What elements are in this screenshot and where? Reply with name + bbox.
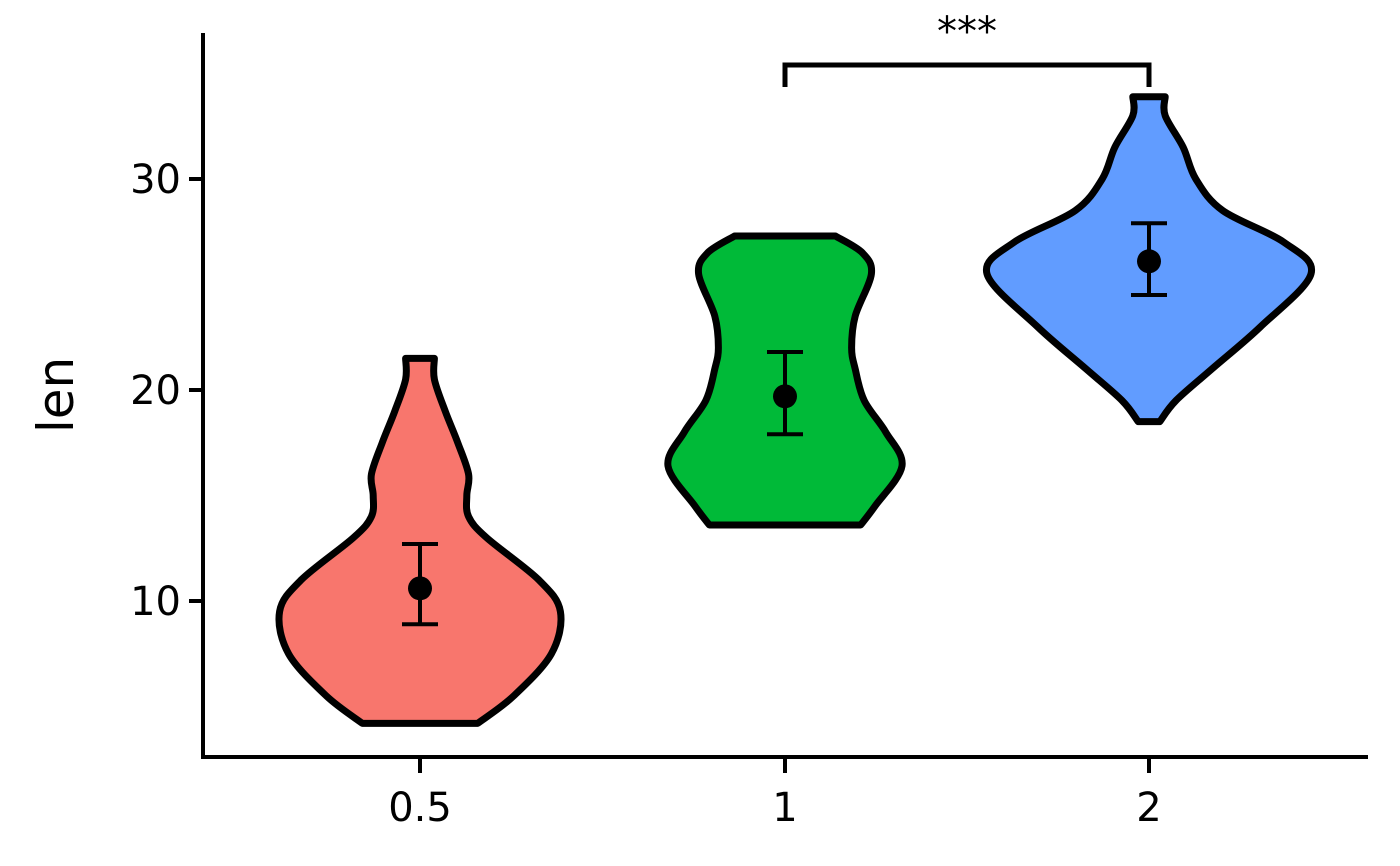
errorbars-layer (402, 221, 1167, 627)
significance-label: *** (937, 9, 997, 55)
y-ticks: 10 20 30 (130, 157, 203, 625)
x-tick-label: 2 (1136, 785, 1161, 831)
significance-bracket (782, 62, 1152, 88)
mean-point-2 (1137, 249, 1161, 274)
mean-point-0.5 (408, 576, 432, 601)
significance-layer: *** (782, 9, 1152, 88)
y-tick-label: 10 (130, 579, 181, 625)
mean-point-1 (773, 384, 797, 409)
violins-layer (275, 93, 1316, 727)
y-tick-label: 20 (130, 368, 181, 414)
x-tick-label: 0.5 (388, 785, 452, 831)
x-ticks: 0.5 1 2 (388, 757, 1162, 831)
x-tick-label: 1 (772, 785, 797, 831)
y-tick-label: 30 (130, 157, 181, 203)
y-axis-title: len (27, 357, 85, 433)
violin-0.5 (275, 354, 565, 727)
